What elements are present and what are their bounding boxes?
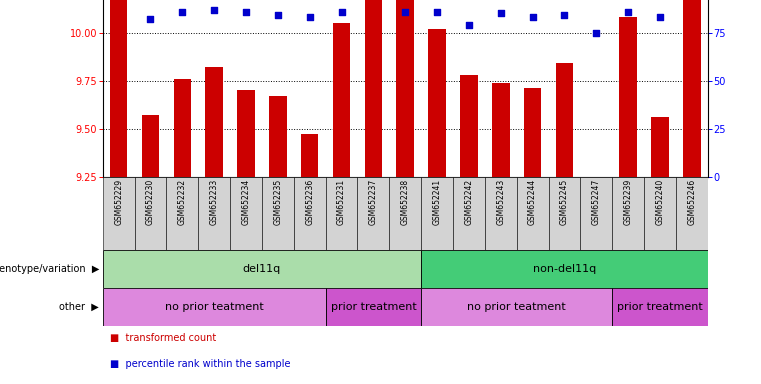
Point bbox=[399, 8, 411, 15]
Text: del11q: del11q bbox=[243, 264, 281, 274]
Point bbox=[622, 8, 634, 15]
Text: GSM652237: GSM652237 bbox=[369, 179, 378, 225]
Bar bbox=[103, 250, 421, 288]
Bar bbox=[683, 0, 701, 177]
Bar bbox=[428, 29, 446, 177]
Bar bbox=[103, 177, 135, 250]
Bar bbox=[326, 177, 358, 250]
Bar bbox=[524, 88, 541, 177]
Point bbox=[559, 12, 571, 18]
Point bbox=[654, 14, 666, 20]
Text: GSM652242: GSM652242 bbox=[464, 179, 473, 225]
Bar bbox=[326, 288, 421, 326]
Text: no prior teatment: no prior teatment bbox=[165, 302, 263, 312]
Bar bbox=[619, 17, 637, 177]
Bar bbox=[110, 0, 127, 177]
Point bbox=[463, 22, 475, 28]
Point bbox=[240, 8, 252, 15]
Bar bbox=[644, 177, 676, 250]
Bar bbox=[103, 288, 326, 326]
Point bbox=[336, 8, 348, 15]
Text: GSM652236: GSM652236 bbox=[305, 179, 314, 225]
Text: GSM652235: GSM652235 bbox=[273, 179, 282, 225]
Text: GSM652229: GSM652229 bbox=[114, 179, 123, 225]
Bar bbox=[581, 177, 612, 250]
Text: GSM652233: GSM652233 bbox=[210, 179, 218, 225]
Bar bbox=[142, 115, 159, 177]
Bar bbox=[167, 177, 199, 250]
Bar bbox=[421, 250, 708, 288]
Bar bbox=[453, 177, 485, 250]
Text: no prior teatment: no prior teatment bbox=[467, 302, 566, 312]
Text: GSM652247: GSM652247 bbox=[592, 179, 600, 225]
Bar bbox=[135, 177, 167, 250]
Bar bbox=[365, 0, 382, 177]
Point bbox=[527, 14, 539, 20]
Bar bbox=[237, 90, 255, 177]
Bar bbox=[421, 288, 612, 326]
Bar bbox=[205, 67, 223, 177]
Bar bbox=[556, 63, 573, 177]
Text: prior treatment: prior treatment bbox=[617, 302, 703, 312]
Bar bbox=[390, 177, 421, 250]
Text: GSM652245: GSM652245 bbox=[560, 179, 569, 225]
Bar bbox=[517, 177, 549, 250]
Bar bbox=[199, 177, 230, 250]
Bar bbox=[301, 134, 318, 177]
Text: non-del11q: non-del11q bbox=[533, 264, 596, 274]
Text: GSM652246: GSM652246 bbox=[687, 179, 696, 225]
Bar bbox=[492, 83, 510, 177]
Text: GSM652244: GSM652244 bbox=[528, 179, 537, 225]
Bar bbox=[485, 177, 517, 250]
Text: GSM652243: GSM652243 bbox=[496, 179, 505, 225]
Text: GSM652230: GSM652230 bbox=[146, 179, 155, 225]
Bar bbox=[549, 177, 581, 250]
Text: genotype/variation  ▶: genotype/variation ▶ bbox=[0, 264, 99, 274]
Point bbox=[208, 7, 220, 13]
Text: ■  transformed count: ■ transformed count bbox=[110, 333, 217, 343]
Text: GSM652240: GSM652240 bbox=[655, 179, 664, 225]
Bar bbox=[612, 177, 644, 250]
Text: other  ▶: other ▶ bbox=[59, 302, 99, 312]
Point bbox=[272, 12, 284, 18]
Bar bbox=[174, 79, 191, 177]
Point bbox=[304, 14, 316, 20]
Text: GSM652234: GSM652234 bbox=[241, 179, 250, 225]
Bar bbox=[460, 75, 478, 177]
Bar bbox=[333, 23, 350, 177]
Point bbox=[495, 10, 507, 17]
Text: GSM652238: GSM652238 bbox=[401, 179, 409, 225]
Text: GSM652239: GSM652239 bbox=[623, 179, 632, 225]
Point bbox=[145, 16, 157, 22]
Text: ■  percentile rank within the sample: ■ percentile rank within the sample bbox=[110, 359, 291, 369]
Point bbox=[591, 30, 603, 36]
Bar bbox=[230, 177, 262, 250]
Bar bbox=[676, 177, 708, 250]
Text: GSM652241: GSM652241 bbox=[432, 179, 441, 225]
Point bbox=[431, 8, 443, 15]
Bar bbox=[651, 117, 669, 177]
Bar bbox=[269, 96, 287, 177]
Bar bbox=[612, 288, 708, 326]
Bar bbox=[421, 177, 453, 250]
Bar bbox=[294, 177, 326, 250]
Bar bbox=[358, 177, 390, 250]
Point bbox=[177, 8, 189, 15]
Bar bbox=[396, 0, 414, 177]
Text: prior treatment: prior treatment bbox=[330, 302, 416, 312]
Bar bbox=[262, 177, 294, 250]
Text: GSM652231: GSM652231 bbox=[337, 179, 346, 225]
Text: GSM652232: GSM652232 bbox=[178, 179, 187, 225]
